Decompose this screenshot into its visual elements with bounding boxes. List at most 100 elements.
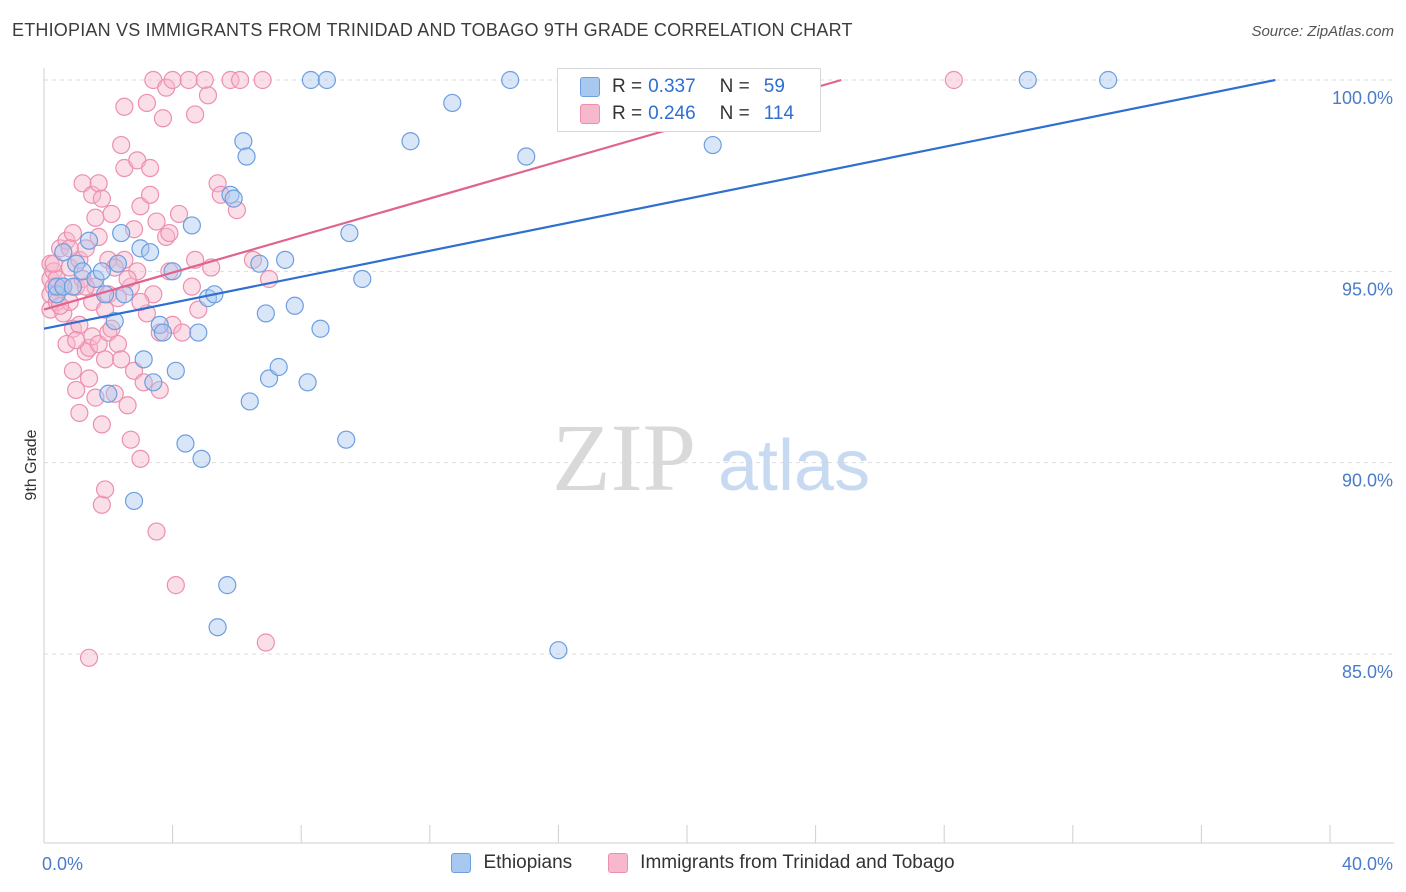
ethiopian-point	[182, 216, 201, 235]
trinidad-swatch	[608, 853, 629, 873]
trinidad-point	[89, 174, 108, 193]
ethiopian-point	[401, 132, 420, 151]
ethiopian-point	[517, 147, 536, 166]
trinidad-point	[112, 135, 131, 155]
trinidad-point	[128, 262, 147, 281]
ethiopian-point	[140, 243, 160, 262]
trinidad-point	[163, 315, 182, 335]
y-tick-label: 90.0%	[1342, 471, 1393, 491]
y-tick-label: 85.0%	[1342, 662, 1393, 682]
r-value: 0.246	[648, 103, 696, 124]
ethiopian-point	[1018, 70, 1037, 90]
ethiopian-point	[340, 223, 359, 243]
series-trinidad-points	[41, 70, 963, 667]
legend-item-trinidad: Immigrants from Trinidad and Tobago	[608, 852, 955, 874]
trinidad-point	[115, 97, 134, 116]
ethiopian-point	[124, 491, 144, 511]
trinidad-point	[118, 396, 137, 415]
trinidad-point	[198, 86, 218, 105]
legend-row-trinidad: R = 0.246 N = 114	[580, 101, 794, 127]
trinidad-point	[182, 277, 201, 296]
watermark-zip: ZIP	[552, 404, 696, 511]
ethiopian-point	[105, 311, 124, 331]
ethiopian-point	[54, 243, 73, 262]
trinidad-swatch	[580, 104, 600, 124]
ethiopian-point	[54, 277, 73, 296]
trinidad-point	[131, 292, 150, 312]
trinidad-point	[153, 109, 173, 128]
tick-labels: 85.0% 90.0% 95.0% 100.0% 0.0% 40.0%	[42, 88, 1393, 874]
x-tick-label: 40.0%	[1342, 854, 1393, 874]
trinidad-point	[195, 70, 214, 90]
trinidad-point	[105, 384, 124, 403]
y-tick-label: 95.0%	[1342, 279, 1393, 299]
trinidad-point	[108, 334, 128, 354]
ethiopian-point	[192, 449, 211, 468]
trinidad-point	[92, 415, 111, 434]
trinidad-point	[76, 277, 95, 296]
series-ethiopians-points	[47, 70, 1118, 660]
n-label: N =	[719, 103, 750, 124]
legend-row-ethiopians: R = 0.337 N = 59	[580, 74, 785, 100]
trinidad-point	[137, 93, 156, 113]
ethiopian-point	[250, 254, 269, 273]
trinidad-point	[86, 208, 105, 227]
trinidad-point	[227, 201, 246, 220]
ethiopian-point	[166, 361, 185, 380]
x-tick-label: 0.0%	[42, 854, 83, 874]
ethiopian-point	[47, 277, 66, 296]
trinidad-point	[163, 70, 182, 90]
ethiopian-point	[134, 350, 153, 369]
legend-label-ethiopians: Ethiopians	[483, 852, 573, 873]
grid-lines	[44, 79, 1394, 655]
trinidad-point	[89, 227, 108, 246]
trinidad-point	[944, 70, 963, 90]
ethiopian-point	[99, 384, 118, 403]
trinidad-point	[253, 70, 272, 90]
trinidad-point	[95, 350, 115, 369]
trinidad-point	[131, 449, 150, 468]
trinidad-point	[169, 204, 189, 224]
ethiopian-point	[298, 373, 317, 392]
ethiopians-trend-line	[43, 78, 1276, 330]
chart-title: ETHIOPIAN VS IMMIGRANTS FROM TRINIDAD AN…	[12, 20, 853, 40]
trinidad-point	[95, 480, 115, 499]
ethiopians-swatch	[580, 77, 600, 97]
n-value: 114	[763, 103, 795, 124]
trinidad-point	[147, 212, 166, 231]
trinidad-point	[173, 323, 192, 342]
trinidad-point	[63, 361, 83, 380]
trinidad-point	[92, 189, 111, 208]
ethiopian-point	[443, 93, 462, 113]
ethiopian-point	[337, 430, 356, 449]
ethiopian-point	[163, 262, 182, 281]
ethiopian-point	[131, 239, 150, 258]
n-value: 59	[763, 76, 785, 97]
trinidad-point	[67, 331, 86, 350]
ethiopian-point	[224, 189, 243, 208]
trinidad-point	[147, 522, 166, 541]
trinidad-point	[57, 334, 76, 354]
trinidad-point	[79, 369, 99, 388]
legend-item-ethiopians: Ethiopians	[451, 852, 572, 874]
ethiopian-point	[317, 70, 337, 90]
trinidad-point	[63, 223, 83, 243]
ethiopian-point	[269, 357, 288, 377]
r-label: R =	[612, 76, 643, 97]
ethiopian-point	[276, 250, 295, 269]
r-label: R =	[612, 103, 643, 124]
ethiopian-point	[549, 641, 568, 660]
trinidad-point	[208, 174, 227, 193]
ethiopian-point	[92, 262, 111, 281]
trinidad-point	[134, 373, 153, 392]
trinidad-point	[231, 70, 250, 90]
ethiopian-point	[501, 70, 520, 90]
trinidad-point	[140, 185, 160, 204]
ethiopian-point	[176, 434, 195, 453]
watermark: ZIP atlas	[552, 404, 870, 511]
ethiopian-point	[79, 231, 99, 250]
series-legend: Ethiopians Immigrants from Trinidad and …	[0, 852, 1406, 874]
trinidad-point	[102, 204, 121, 224]
watermark-atlas: atlas	[718, 426, 870, 506]
